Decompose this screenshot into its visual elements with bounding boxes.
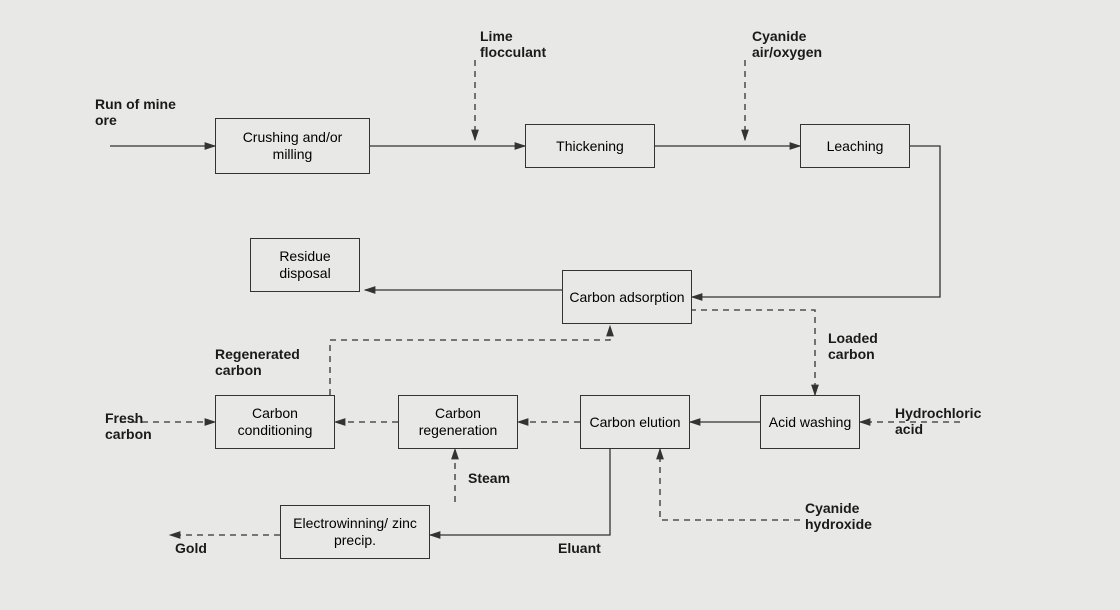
label-regenerated-carbon: Regenerated carbon <box>215 346 300 378</box>
label-eluant: Eluant <box>558 540 601 556</box>
label-run-of-mine: Run of mine ore <box>95 96 176 128</box>
node-elution-label: Carbon elution <box>589 414 680 431</box>
label-fresh-carbon: Fresh carbon <box>105 410 152 442</box>
edge-hydroxide-elution <box>660 449 800 520</box>
node-electrowin-label: Electrowinning/ zinc precip. <box>287 515 423 549</box>
node-residue: Residue disposal <box>250 238 360 292</box>
node-conditioning: Carbon conditioning <box>215 395 335 449</box>
node-thickening: Thickening <box>525 124 655 168</box>
label-cyanide-air: Cyanide air/oxygen <box>752 28 822 60</box>
node-adsorption-label: Carbon adsorption <box>569 289 684 306</box>
label-hcl: Hydrochloric acid <box>895 405 981 437</box>
node-leaching: Leaching <box>800 124 910 168</box>
node-acidwash: Acid washing <box>760 395 860 449</box>
label-gold: Gold <box>175 540 207 556</box>
node-acidwash-label: Acid washing <box>769 414 852 431</box>
connectors <box>0 0 1120 610</box>
label-loaded-carbon: Loaded carbon <box>828 330 878 362</box>
node-elution: Carbon elution <box>580 395 690 449</box>
label-lime: Lime flocculant <box>480 28 546 60</box>
edge-elution-electrowin <box>430 449 610 535</box>
edge-adsorption-acidwash <box>690 310 815 395</box>
flowchart-canvas: Crushing and/or milling Thickening Leach… <box>0 0 1120 610</box>
edge-leaching-adsorption <box>692 146 940 297</box>
node-regeneration-label: Carbon regeneration <box>405 405 511 439</box>
edge-conditioning-adsorption <box>330 326 610 395</box>
node-regeneration: Carbon regeneration <box>398 395 518 449</box>
node-thickening-label: Thickening <box>556 138 624 155</box>
node-electrowin: Electrowinning/ zinc precip. <box>280 505 430 559</box>
node-leaching-label: Leaching <box>827 138 884 155</box>
node-adsorption: Carbon adsorption <box>562 270 692 324</box>
label-cyanide-hydroxide: Cyanide hydroxide <box>805 500 872 532</box>
node-conditioning-label: Carbon conditioning <box>222 405 328 439</box>
label-steam: Steam <box>468 470 510 486</box>
node-crushing: Crushing and/or milling <box>215 118 370 174</box>
node-crushing-label: Crushing and/or milling <box>222 129 363 163</box>
node-residue-label: Residue disposal <box>257 248 353 282</box>
